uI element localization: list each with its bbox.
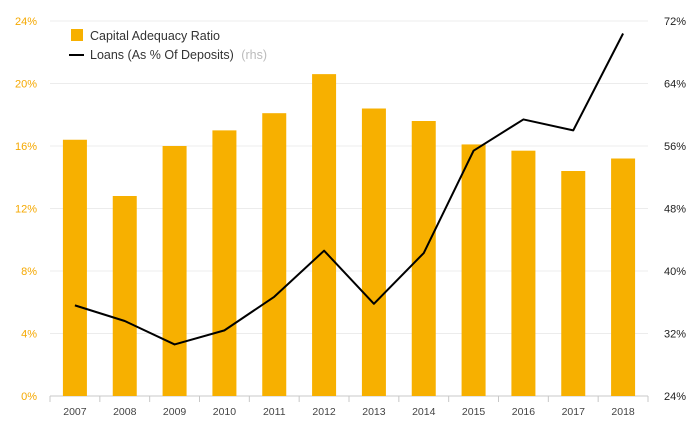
x-axis-tick-label: 2012 <box>312 406 336 418</box>
loans-line-series <box>74 33 624 346</box>
x-axis-tick-label: 2014 <box>412 406 436 418</box>
left-axis-tick-label: 8% <box>21 266 37 278</box>
bar <box>361 108 386 396</box>
x-axis: 2007 2008 2009 2010 2011 2012 2013 2014 2015 2016… <box>49 396 649 418</box>
x-axis-tick-label: 2013 <box>362 406 386 418</box>
x-axis-tick-label: 2007 <box>63 406 87 418</box>
bar <box>162 146 187 396</box>
series-line <box>74 33 624 346</box>
legend-label-line-note: (rhs) <box>241 48 267 62</box>
right-axis-tick-label: 56% <box>664 141 686 153</box>
left-axis-tick-label: 4% <box>21 329 37 341</box>
right-axis-tick-label: 72% <box>664 16 686 28</box>
svg-text:Loans (As % Of Deposits): Loans (As % Of Deposits) (rhs) <box>90 48 267 62</box>
x-axis-tick-label: 2009 <box>163 406 187 418</box>
legend-label-bar: Capital Adequacy Ratio <box>90 29 220 43</box>
x-axis-tick-label: 2018 <box>611 406 635 418</box>
legend-label-line: Loans (As % Of Deposits) <box>90 48 234 62</box>
legend-swatch-bar <box>71 29 83 41</box>
x-axis-tick-label: 2016 <box>512 406 536 418</box>
left-axis-tick-label: 24% <box>15 16 37 28</box>
bar <box>511 150 536 396</box>
bar <box>461 144 486 396</box>
bar <box>212 130 237 396</box>
legend: Capital Adequacy Ratio Loans (As % Of De… <box>69 29 267 62</box>
left-axis-tick-label: 16% <box>15 141 37 153</box>
right-axis-tick-label: 24% <box>664 391 686 403</box>
bar <box>62 139 87 396</box>
gridlines <box>50 20 648 397</box>
right-axis-tick-label: 48% <box>664 204 686 216</box>
right-axis-tick-label: 32% <box>664 329 686 341</box>
x-axis-tick-label: 2011 <box>263 406 286 418</box>
x-axis-tick-label: 2008 <box>113 406 137 418</box>
bar <box>112 196 137 396</box>
left-axis-tick-label: 20% <box>15 79 37 91</box>
bar <box>611 158 636 396</box>
x-axis-tick-label: 2015 <box>462 406 486 418</box>
bar <box>312 74 337 396</box>
bar <box>561 171 586 396</box>
right-axis: 24% 32% 40% 48% 56% 64% 72% <box>664 16 686 403</box>
bar <box>411 121 436 396</box>
right-axis-tick-label: 64% <box>664 79 686 91</box>
bar <box>262 113 287 396</box>
x-axis-tick-label: 2017 <box>562 406 586 418</box>
right-axis-tick-label: 40% <box>664 266 686 278</box>
left-axis: 0% 4% 8% 12% 16% 20% 24% <box>15 16 37 403</box>
x-axis-tick-label: 2010 <box>213 406 237 418</box>
capital-adequacy-bars <box>62 74 636 396</box>
left-axis-tick-label: 0% <box>21 391 37 403</box>
left-axis-tick-label: 12% <box>15 204 37 216</box>
